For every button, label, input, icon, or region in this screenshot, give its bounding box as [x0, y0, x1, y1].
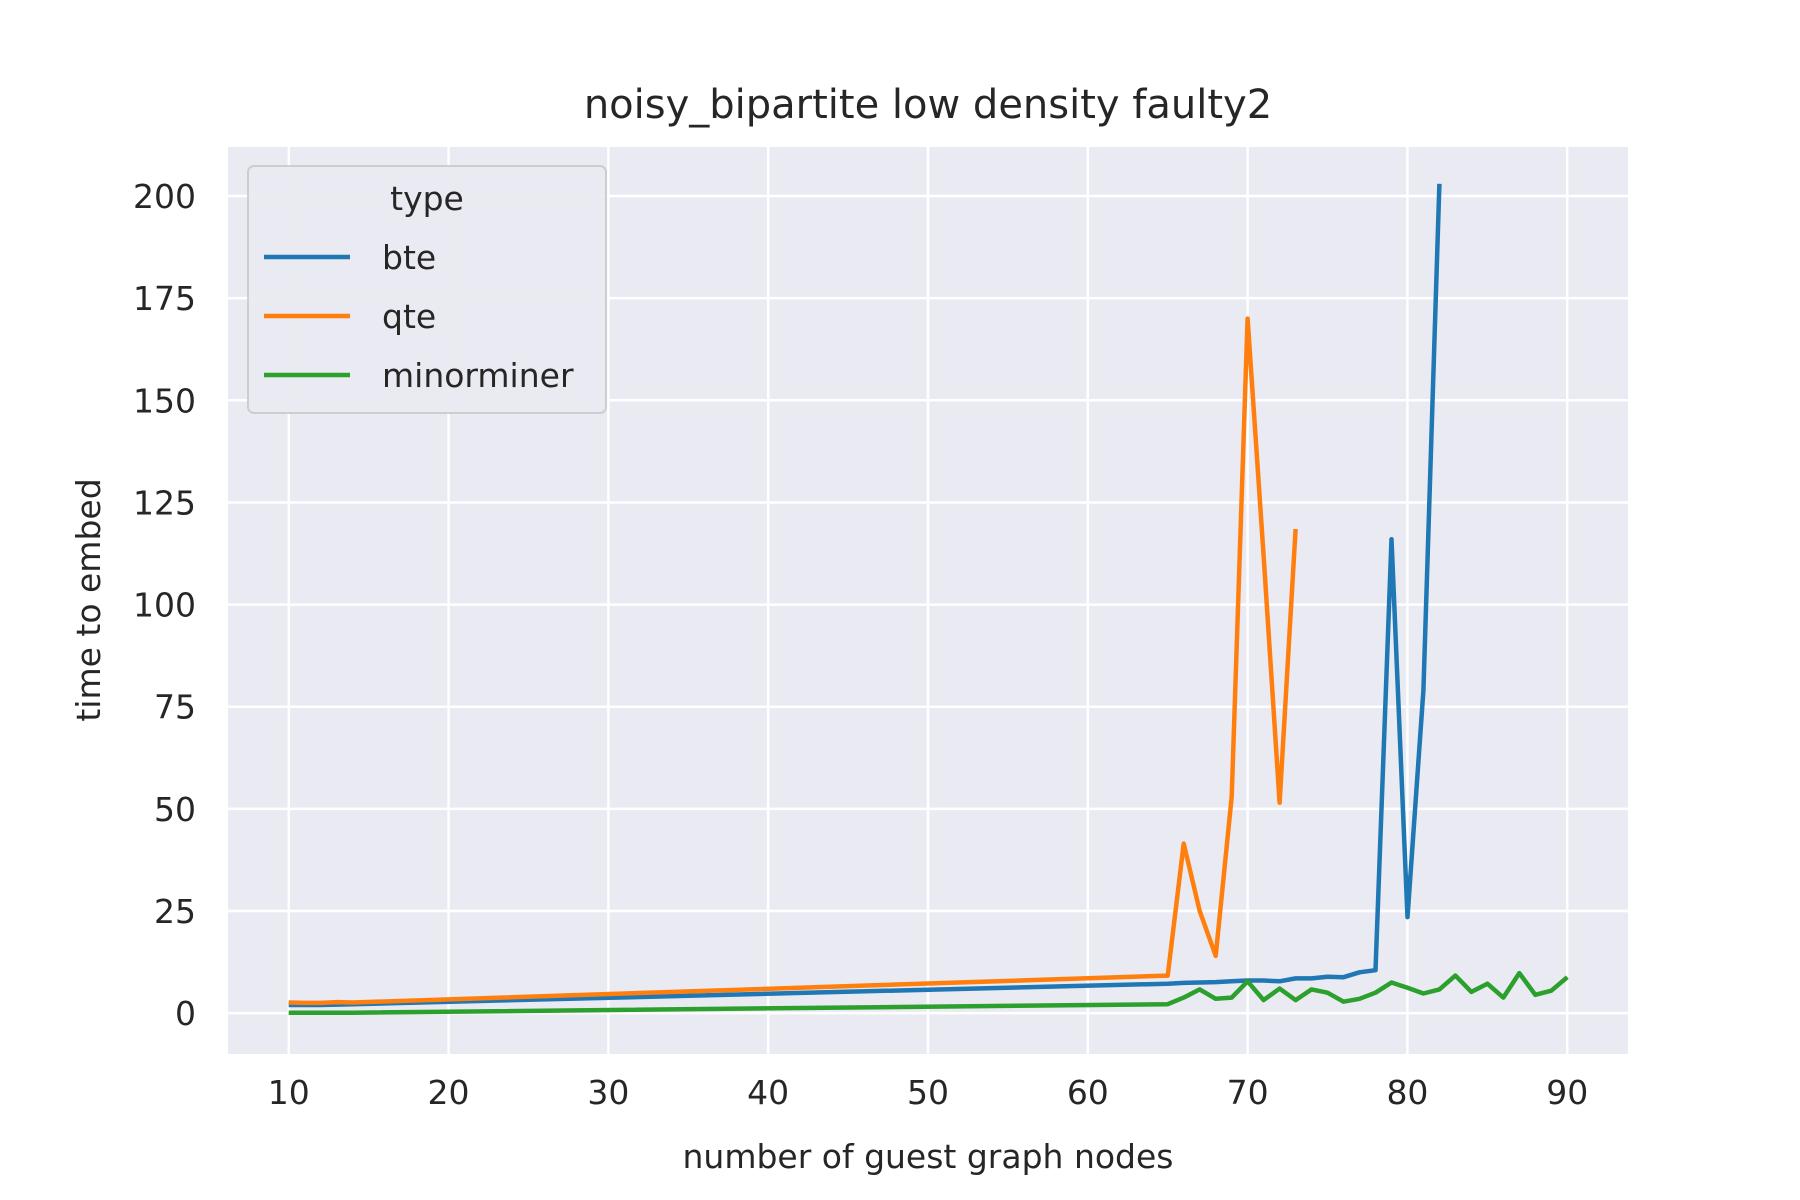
legend-label-minorminer: minorminer [382, 356, 574, 395]
y-tick-label: 25 [154, 892, 196, 931]
x-axis-title: number of guest graph nodes [682, 1137, 1173, 1176]
x-tick-label: 40 [747, 1073, 789, 1112]
x-tick-label: 60 [1067, 1073, 1109, 1112]
x-tick-label: 50 [907, 1073, 949, 1112]
y-tick-label: 100 [133, 586, 196, 625]
legend-box [247, 165, 607, 414]
x-tick-label: 70 [1227, 1073, 1269, 1112]
gridlines [228, 147, 1628, 1054]
x-tick-label: 30 [587, 1073, 629, 1112]
y-tick-label: 50 [154, 790, 196, 829]
y-tick-label: 150 [133, 381, 196, 420]
y-tick-label: 125 [133, 483, 196, 522]
y-tick-label: 200 [133, 177, 196, 216]
legend-title: type [390, 179, 464, 218]
x-tick-label: 80 [1386, 1073, 1428, 1112]
legend-label-qte: qte [382, 297, 436, 336]
series-line-qte [288, 316, 1298, 1006]
legend: type bte qte minorminer [247, 165, 607, 414]
y-axis-title: time to embed [69, 478, 108, 721]
x-tick-label: 20 [428, 1073, 470, 1112]
y-tick-label: 0 [175, 994, 196, 1033]
x-tick-labels: 10 20 30 40 50 60 70 80 90 [268, 1073, 1589, 1112]
series-line-minorminer [288, 970, 1569, 1015]
x-tick-label: 10 [268, 1073, 310, 1112]
chart-title: noisy_bipartite low density faulty2 [584, 82, 1272, 128]
series-lines [288, 183, 1569, 1015]
legend-label-bte: bte [382, 238, 436, 277]
y-tick-label: 175 [133, 279, 196, 318]
legend-items: bte qte minorminer [264, 238, 574, 395]
y-tick-labels: 0 25 50 75 100 125 150 175 200 [133, 177, 196, 1033]
y-tick-label: 75 [154, 688, 196, 727]
x-tick-label: 90 [1546, 1073, 1588, 1112]
